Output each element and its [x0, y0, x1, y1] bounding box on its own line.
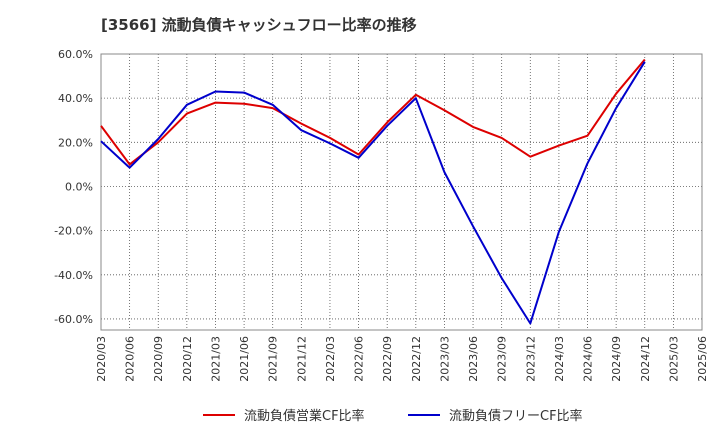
x-tick-label: 2021/09: [267, 336, 280, 382]
x-tick-label: 2020/03: [95, 336, 108, 382]
chart-title: [3566] 流動負債キャッシュフロー比率の推移: [101, 16, 417, 34]
legend-label-2: 流動負債フリーCF比率: [449, 408, 583, 424]
x-tick-label: 2024/12: [639, 336, 652, 382]
x-tick-label: 2021/03: [209, 336, 222, 382]
y-tick-label: 40.0%: [58, 92, 93, 105]
y-tick-label: 20.0%: [58, 136, 93, 149]
x-tick-label: 2024/06: [582, 336, 595, 382]
x-tick-label: 2025/03: [667, 336, 680, 382]
x-tick-label: 2021/06: [238, 336, 251, 382]
legend-label-1: 流動負債営業CF比率: [244, 408, 365, 424]
y-tick-label: -40.0%: [54, 269, 93, 282]
x-tick-label: 2020/09: [152, 336, 165, 382]
x-tick-label: 2023/09: [496, 336, 509, 382]
y-tick-label: -60.0%: [54, 313, 93, 326]
x-tick-label: 2023/03: [438, 336, 451, 382]
x-tick-label: 2022/03: [324, 336, 337, 382]
y-tick-label: 60.0%: [58, 48, 93, 61]
x-tick-label: 2024/09: [610, 336, 623, 382]
series-line-1: [100, 58, 646, 166]
x-tick-label: 2025/06: [696, 336, 709, 382]
x-tick-label: 2020/12: [181, 336, 194, 382]
x-tick-label: 2023/06: [467, 336, 480, 382]
series-line-2: [100, 61, 646, 325]
plot-area: [101, 54, 702, 330]
x-tick-label: 2023/12: [524, 336, 537, 382]
y-tick-label: -20.0%: [54, 225, 93, 238]
x-tick-label: 2022/09: [381, 336, 394, 382]
x-tick-label: 2022/06: [353, 336, 366, 382]
x-tick-label: 2022/12: [410, 336, 423, 382]
x-tick-label: 2020/06: [124, 336, 137, 382]
y-tick-label: 0.0%: [65, 180, 93, 193]
x-tick-label: 2021/12: [295, 336, 308, 382]
plot-border: [100, 53, 703, 331]
x-tick-label: 2024/03: [553, 336, 566, 382]
